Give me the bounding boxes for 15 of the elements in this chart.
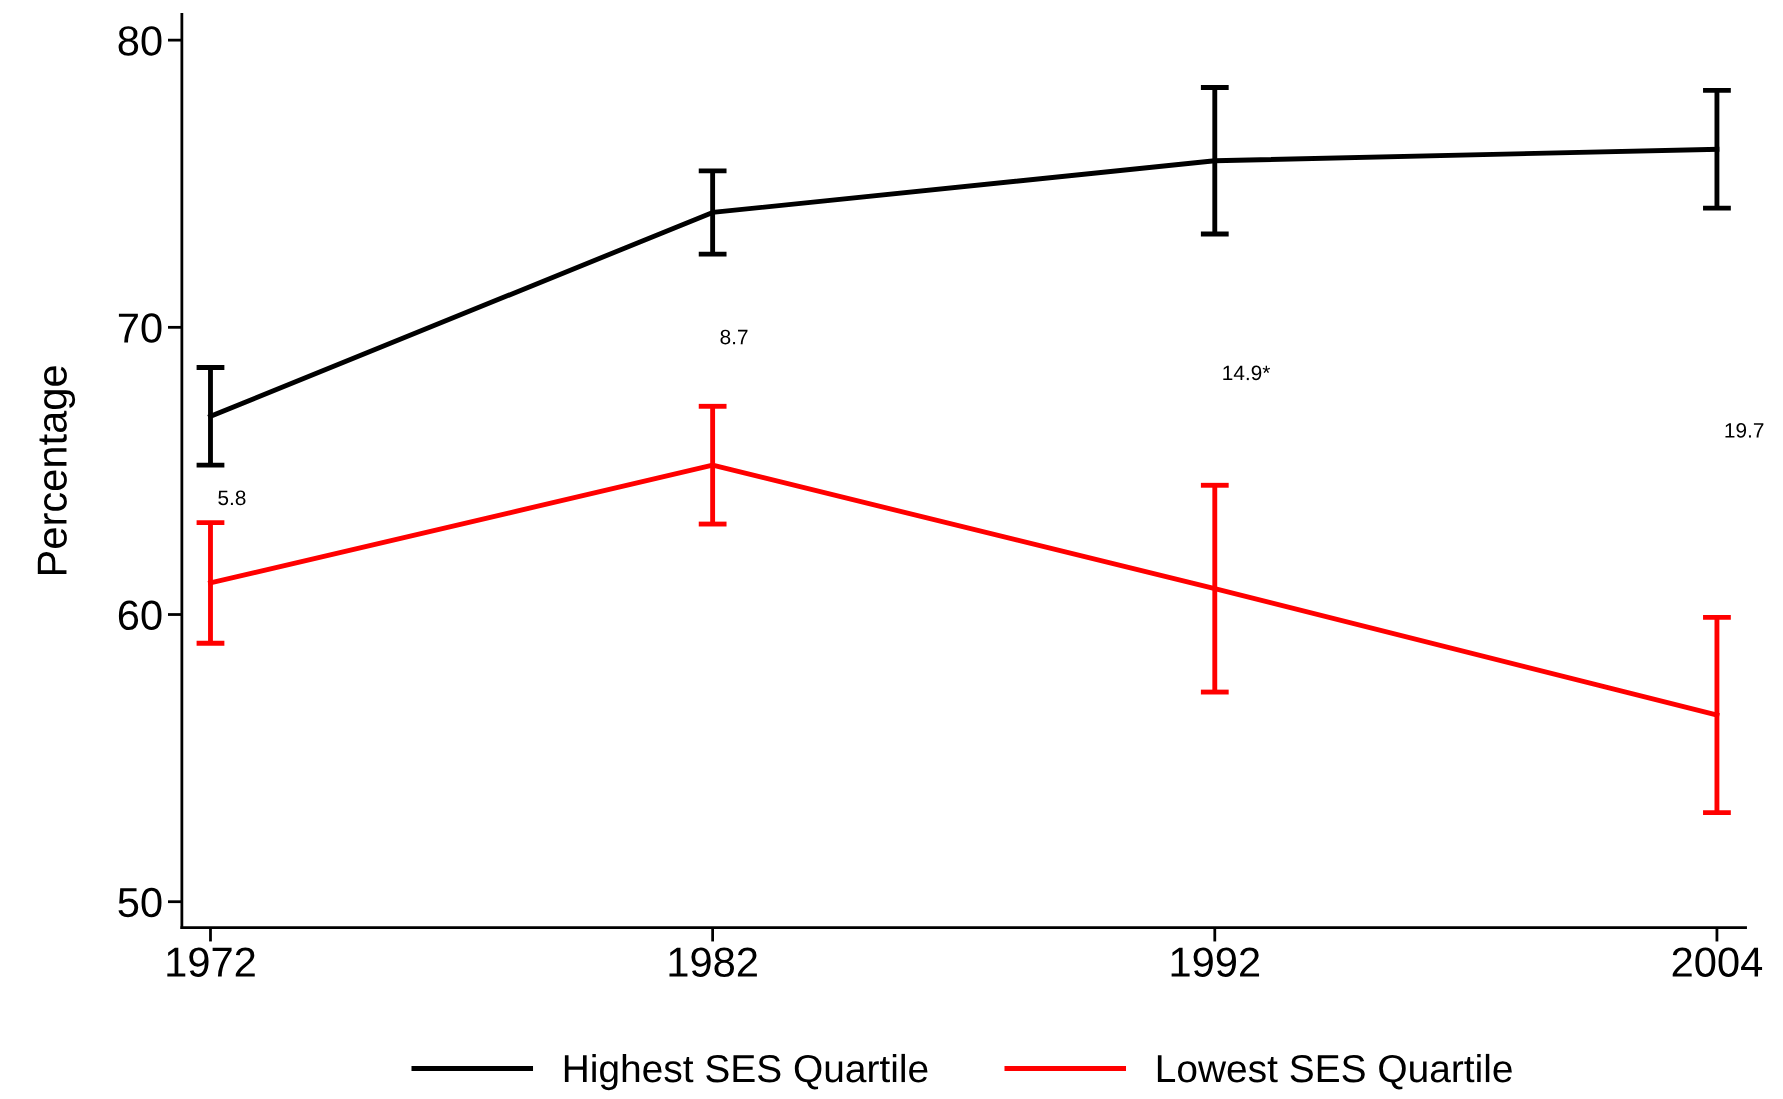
legend-label: Highest SES Quartile: [564, 1053, 928, 1091]
y-axis-title: Percentage: [37, 366, 76, 575]
y-tick-label: 50: [118, 887, 162, 918]
y-tick-label: 80: [118, 26, 162, 56]
y-tick-label: 60: [118, 600, 162, 631]
legend-label: Lowest SES Quartile: [1157, 1053, 1512, 1090]
x-tick-label: 1982: [669, 947, 757, 977]
annotation: 8.7: [720, 329, 748, 345]
y-tick-label: 70: [118, 313, 162, 343]
x-tick-label: 2004: [1672, 947, 1763, 977]
annotation: 14.9*: [1223, 365, 1271, 381]
x-tick-label: 1992: [1171, 947, 1260, 977]
annotation: 19.7: [1725, 422, 1764, 438]
x-tick-label: 1972: [167, 947, 255, 977]
annotation: 5.8: [218, 490, 246, 506]
